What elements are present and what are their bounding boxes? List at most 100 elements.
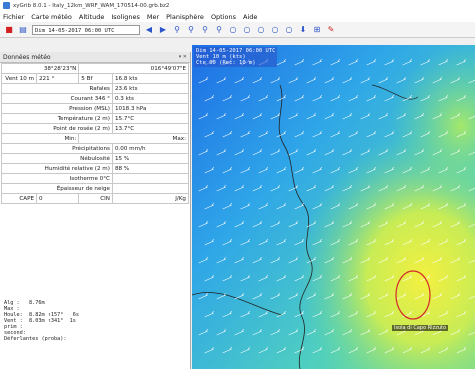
wind-barb: [402, 238, 412, 246]
menu-fichier[interactable]: Fichier: [3, 12, 25, 21]
wind-barb: [240, 202, 250, 210]
menu-options[interactable]: Options: [210, 12, 237, 21]
wind-barb: [288, 328, 298, 336]
date-selector[interactable]: Dim 14-05-2017 06:00 UTC: [32, 24, 140, 35]
menu-isolignes[interactable]: Isolignes: [111, 12, 140, 21]
next-arrow-icon[interactable]: ▶: [159, 24, 167, 34]
wind-barb: [276, 346, 286, 354]
wind-barb: [342, 256, 352, 264]
circle-5-icon[interactable]: ○: [285, 24, 293, 34]
wind-barb: [330, 166, 340, 174]
wind-barb: [420, 166, 430, 174]
wind-barb: [198, 112, 208, 120]
wind-barb: [360, 76, 370, 84]
wind-barb: [270, 220, 280, 228]
wind-barb: [240, 346, 250, 354]
wind-barb: [366, 202, 376, 210]
wind-barb: [414, 112, 424, 120]
circle-2-icon[interactable]: ○: [243, 24, 251, 34]
wind-barb: [432, 76, 442, 84]
circle-4-icon[interactable]: ○: [271, 24, 279, 34]
menu-carte-meteo[interactable]: Carte météo: [31, 12, 72, 21]
wind-barbs: [198, 58, 475, 354]
wind-barb: [342, 76, 352, 84]
wind-barb: [456, 58, 466, 66]
panel-title: Données météo: [3, 53, 51, 61]
close-red-icon[interactable]: ■: [5, 24, 13, 34]
overlay-line: Cte 00 (Rec: 10 m): [196, 60, 256, 66]
circle-1-icon[interactable]: ○: [229, 24, 237, 34]
wind-barb: [378, 292, 388, 300]
row-value: 0.00 mm/h: [111, 143, 190, 154]
wind-barb: [438, 94, 448, 102]
menu-planisphere[interactable]: Planisphère: [166, 12, 204, 21]
wind-barb: [270, 76, 280, 84]
wind-barb: [330, 274, 340, 282]
wind-barb: [240, 166, 250, 174]
wind-barb: [288, 112, 298, 120]
wind-barb: [414, 148, 424, 156]
overlay-line: Vent 10 m (kts): [196, 54, 246, 60]
pencil-red-icon[interactable]: ✎: [327, 24, 335, 34]
wind-barb: [216, 220, 226, 228]
wind-barb: [420, 58, 430, 66]
download-icon[interactable]: ⬇: [299, 24, 307, 34]
menu-altitude[interactable]: Altitude: [78, 12, 105, 21]
weather-map[interactable]: Dim 14-05-2017 06:00 UTC Vent 10 m (kts)…: [192, 45, 475, 369]
zoom-in-icon[interactable]: ⚲: [174, 24, 180, 34]
cin-value: J/Kg: [111, 193, 190, 204]
map-canvas[interactable]: [192, 45, 475, 369]
wind-barb: [222, 346, 232, 354]
wind-barb: [396, 112, 406, 120]
window-title: xyGrib 8.0.1 - Italy_12km_WRF_WAM_170514…: [13, 2, 170, 9]
wind-barb: [276, 310, 286, 318]
wind-barb: [312, 238, 322, 246]
wind-direction: 221 °: [35, 73, 80, 84]
wind-barb: [360, 292, 370, 300]
wind-barb: [432, 112, 442, 120]
wind-barb: [222, 274, 232, 282]
wind-barb: [288, 76, 298, 84]
menu-aide[interactable]: Aide: [243, 12, 258, 21]
row-value: 13.7°C: [111, 123, 190, 134]
wind-barb: [204, 310, 214, 318]
wind-barb: [414, 256, 424, 264]
wind-barb: [420, 238, 430, 246]
wind-barb: [384, 166, 394, 174]
zoom-area-icon[interactable]: ⚲: [216, 24, 222, 34]
wind-barb: [420, 310, 430, 318]
row-label: Courant 346 °: [1, 93, 113, 104]
wind-barb: [450, 112, 460, 120]
circle-3-icon[interactable]: ○: [257, 24, 265, 34]
wind-barb: [276, 58, 286, 66]
wave-info: Alg : 8.76m Max : Houle: 8.82m ↑157° 6s …: [4, 300, 184, 342]
wind-barb: [450, 292, 460, 300]
wind-barb: [396, 292, 406, 300]
wind-speed: 16.8 kts: [111, 73, 190, 84]
wind-barb: [456, 94, 466, 102]
wind-barb: [324, 292, 334, 300]
row-label: Isotherme 0°C: [1, 173, 113, 184]
wind-barb: [306, 256, 316, 264]
zoom-fit-icon[interactable]: ⚲: [202, 24, 208, 34]
coastline: [278, 84, 313, 369]
table-row: Min: Max:: [0, 133, 189, 144]
wind-barb: [366, 58, 376, 66]
wind-barb: [432, 220, 442, 228]
wind-barb: [366, 274, 376, 282]
title-bar: xyGrib 8.0.1 - Italy_12km_WRF_WAM_170514…: [0, 0, 475, 11]
wind-label: Vent 10 m: [1, 73, 37, 84]
menu-mer[interactable]: Mer: [146, 12, 160, 21]
panel-close-icon[interactable]: ▾ ✕: [178, 54, 187, 60]
settings-icon[interactable]: ⊞: [313, 24, 321, 34]
wind-barb: [270, 112, 280, 120]
wind-barb: [288, 148, 298, 156]
wind-barb: [342, 148, 352, 156]
max-label: Max:: [78, 133, 189, 144]
wind-barb: [378, 112, 388, 120]
wind-barb: [252, 220, 262, 228]
zoom-out-icon[interactable]: ⚲: [188, 24, 194, 34]
wind-barb: [240, 238, 250, 246]
prev-arrow-icon[interactable]: ◀: [145, 24, 153, 34]
open-file-icon[interactable]: ▤: [19, 24, 27, 34]
